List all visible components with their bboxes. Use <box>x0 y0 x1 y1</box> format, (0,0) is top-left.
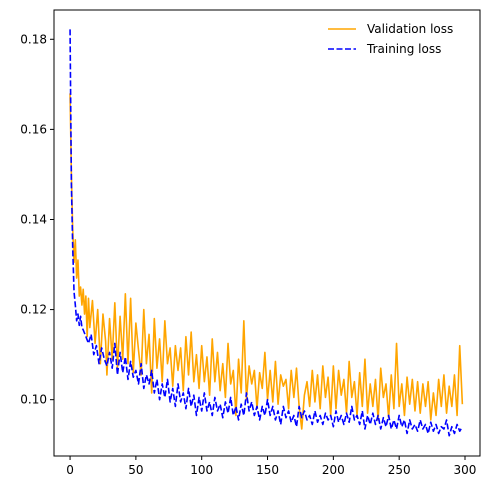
y-axis: 0.10 0.12 0.14 0.16 0.18 <box>20 32 54 407</box>
y-tick-label: 0.10 <box>20 393 47 407</box>
series-line-validation-loss <box>69 93 464 430</box>
y-tick-label: 0.16 <box>20 122 47 136</box>
legend: Validation loss Training loss <box>328 22 453 56</box>
y-tick-label: 0.18 <box>20 32 47 46</box>
x-tick-label: 250 <box>388 463 411 477</box>
series-line-training-loss <box>69 29 464 437</box>
x-tick-label: 150 <box>256 463 279 477</box>
plot-area-frame <box>53 9 481 457</box>
series-layer <box>69 29 464 437</box>
x-tick-label: 0 <box>66 463 74 477</box>
x-axis: 0 50 100 150 200 250 300 <box>66 456 476 477</box>
x-tick-label: 50 <box>128 463 143 477</box>
y-tick-label: 0.12 <box>20 303 47 317</box>
y-tick-label: 0.14 <box>20 212 47 226</box>
legend-label: Training loss <box>366 42 441 56</box>
x-tick-label: 100 <box>190 463 213 477</box>
legend-label: Validation loss <box>367 22 453 36</box>
x-tick-label: 200 <box>322 463 345 477</box>
x-tick-label: 300 <box>454 463 477 477</box>
